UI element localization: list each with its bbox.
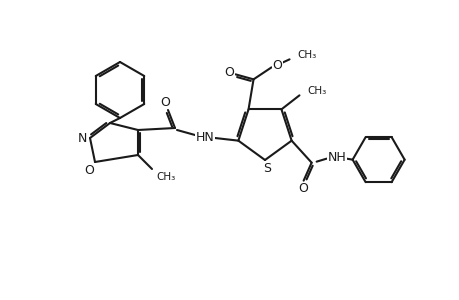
Text: CH₃: CH₃ [307, 86, 326, 96]
Text: NH: NH [326, 151, 345, 164]
Text: CH₃: CH₃ [156, 172, 175, 182]
Text: HN: HN [195, 130, 214, 143]
Text: S: S [263, 161, 270, 175]
Text: O: O [298, 182, 308, 195]
Text: O: O [160, 95, 169, 109]
Text: N: N [77, 131, 86, 145]
Text: O: O [224, 66, 234, 79]
Text: O: O [272, 59, 282, 72]
Text: O: O [84, 164, 94, 176]
Text: CH₃: CH₃ [297, 50, 316, 60]
